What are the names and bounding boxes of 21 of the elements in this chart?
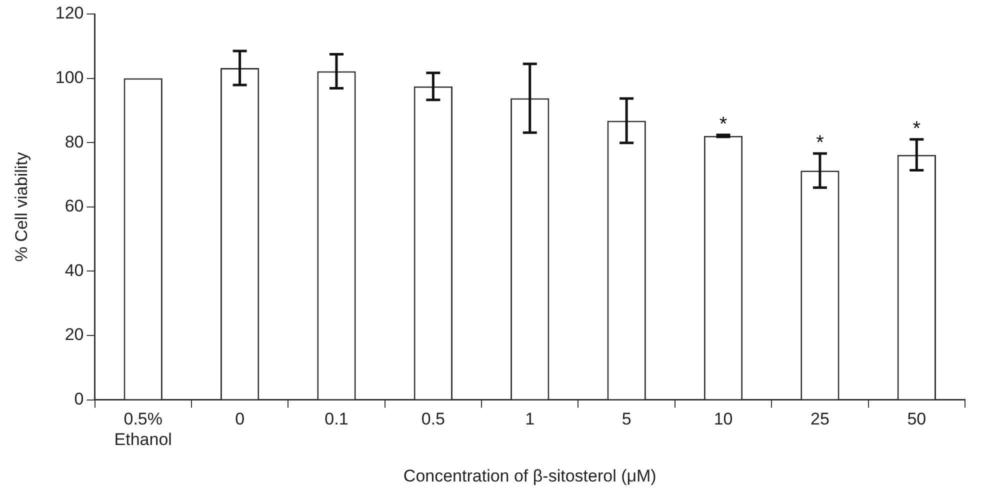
x-axis-title: Concentration of β-sitosterol (μM): [403, 466, 656, 486]
x-tick-label: 0.5: [421, 410, 446, 429]
x-tick-label: 25: [810, 410, 830, 429]
annotation: *: [719, 113, 728, 136]
y-axis-title: % Cell viability: [12, 152, 31, 262]
annotation: *: [912, 118, 921, 140]
x-tick-label: 50: [907, 410, 926, 429]
x-tick-label: 10: [714, 410, 733, 429]
x-tick-label: 5: [622, 410, 632, 429]
y-tick-label: 20: [64, 325, 84, 344]
x-tick-label: 0.1: [324, 410, 348, 429]
y-tick-label: 80: [64, 132, 84, 152]
x-tick-label: 0: [235, 410, 245, 429]
y-tick-label: 0: [74, 389, 84, 408]
y-tick-label: 60: [64, 196, 84, 216]
y-tick-label: 120: [55, 4, 84, 23]
y-tick-label: 40: [64, 260, 84, 280]
annotation: *: [816, 132, 824, 154]
x-tick-label: 0.5% Ethanol: [114, 410, 172, 450]
x-tick-label: 1: [525, 410, 535, 429]
y-tick-label: 100: [55, 68, 84, 87]
